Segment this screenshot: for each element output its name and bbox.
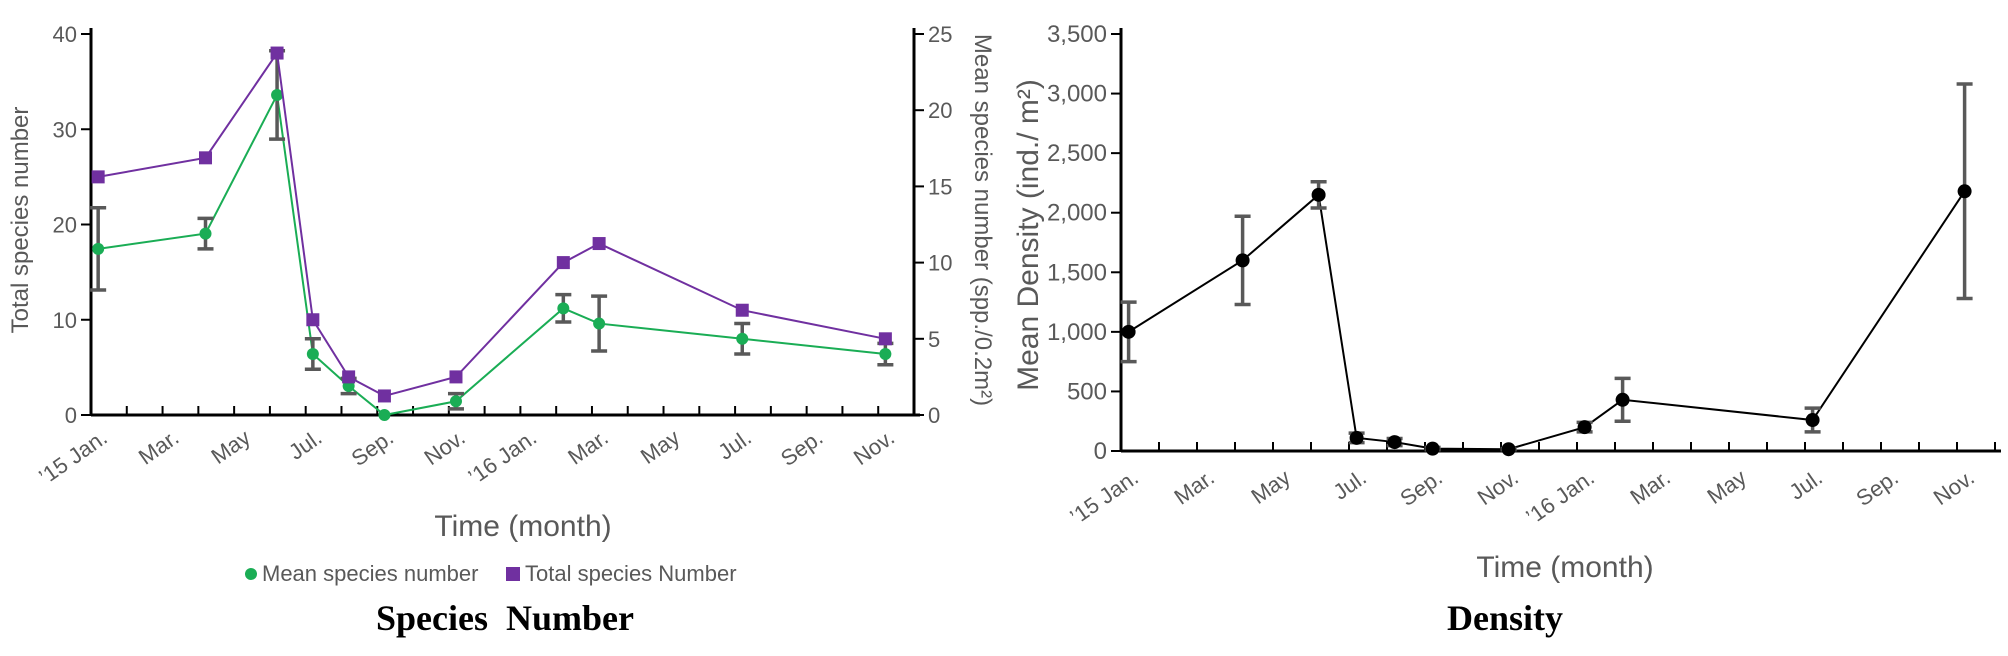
species-y2-axis-title: Mean species number (spp./0.2m²) xyxy=(969,34,996,406)
density-data-point xyxy=(1235,253,1250,268)
density-marks xyxy=(1120,82,1973,457)
density-data-point xyxy=(1425,441,1440,456)
density-y-tick-label: 2,000 xyxy=(1047,200,1107,227)
density-x-tick-label: ’16 Jan. xyxy=(1521,465,1598,530)
density-y-tick-label: 500 xyxy=(1067,378,1107,405)
density-x-tick-label: ’15 Jan. xyxy=(1065,465,1142,530)
species-series-line-1 xyxy=(97,50,886,398)
density-y-axis-title: Mean Density (ind./ m²) xyxy=(1012,79,1045,391)
species-data-point xyxy=(199,227,212,240)
legend-marker-total xyxy=(506,567,520,581)
density-data-point xyxy=(1349,430,1364,445)
density-x-tick-label: Nov. xyxy=(1473,465,1523,510)
species-y-tick-label: 10 xyxy=(53,308,77,333)
species-x-tick-label: Sep. xyxy=(347,425,398,471)
species-y2-tick-label: 5 xyxy=(928,327,940,352)
density-x-tick-label: Jul. xyxy=(1784,465,1826,505)
species-x-tick-label: Jul. xyxy=(284,425,326,465)
density-data-point xyxy=(1805,413,1820,428)
density-y-tick-label: 1,500 xyxy=(1047,259,1107,286)
species-data-point xyxy=(736,332,749,345)
species-y2-tick-label: 25 xyxy=(928,22,952,47)
density-y-tick-label: 0 xyxy=(1094,438,1107,465)
legend-label-total: Total species Number xyxy=(525,561,737,586)
species-x-tick-label: Jul. xyxy=(713,425,755,465)
species-data-point-square xyxy=(270,46,284,60)
species-number-chart: 0 10 20 30 40 0 5 10 15 20 25 ’15 Jan. Mar. May Jul. Se… xyxy=(7,22,996,638)
species-data-point-square xyxy=(592,237,606,251)
species-data-point xyxy=(378,409,391,421)
species-y-tick-label: 40 xyxy=(53,22,77,47)
density-data-point xyxy=(1615,392,1630,407)
species-data-point xyxy=(449,395,462,408)
density-data-point xyxy=(1121,324,1136,339)
species-x-tick-label: Mar. xyxy=(563,425,612,470)
species-y-tick-label: 30 xyxy=(53,117,77,142)
species-x-tick-label: ’15 Jan. xyxy=(34,425,111,490)
species-data-point-square xyxy=(199,151,213,165)
density-data-point xyxy=(1577,420,1592,435)
density-data-point xyxy=(1311,187,1326,202)
species-data-point-square xyxy=(377,389,391,403)
density-data-point xyxy=(1387,435,1402,450)
species-axes: 0 10 20 30 40 0 5 10 15 20 25 ’15 Jan. Mar. May Jul. Se… xyxy=(34,22,952,489)
species-marks xyxy=(90,46,894,421)
density-y-tick-label: 3,000 xyxy=(1047,81,1107,108)
density-chart: 0 500 1,000 1,500 2,000 2,500 3,000 3,500 ’15 Ja… xyxy=(1012,21,2001,638)
density-x-tick-label: May xyxy=(1702,465,1750,509)
species-x-tick-label: Mar. xyxy=(134,425,183,470)
species-data-point xyxy=(557,302,570,315)
density-series-line-0 xyxy=(1128,190,1966,451)
density-y-tick-label: 3,500 xyxy=(1047,21,1107,48)
species-legend: Mean species number Total species Number xyxy=(245,561,737,586)
legend-label-mean: Mean species number xyxy=(262,561,478,586)
species-data-point xyxy=(271,88,284,101)
legend-marker-mean xyxy=(245,568,257,580)
density-y-tick-label: 2,500 xyxy=(1047,140,1107,167)
species-x-tick-label: Nov. xyxy=(420,425,470,470)
species-y2-tick-label: 15 xyxy=(928,174,952,199)
density-data-point xyxy=(1957,184,1972,199)
density-x-tick-label: Nov. xyxy=(1929,465,1979,510)
species-data-point-square xyxy=(735,303,749,317)
species-y-tick-label: 0 xyxy=(65,403,77,428)
species-data-point xyxy=(306,348,319,361)
species-x-axis-title: Time (month) xyxy=(434,510,611,543)
species-y2-tick-label: 20 xyxy=(928,98,952,123)
species-data-point-square xyxy=(91,170,105,184)
species-data-point xyxy=(879,348,892,361)
density-x-tick-label: May xyxy=(1246,465,1294,509)
species-data-point xyxy=(593,317,606,330)
species-y-axis-title: Total species number xyxy=(7,107,34,334)
species-data-point-square xyxy=(342,370,356,384)
density-x-tick-label: Jul. xyxy=(1328,465,1370,505)
density-x-tick-label: Sep. xyxy=(1395,465,1446,511)
density-x-axis-title: Time (month) xyxy=(1476,551,1653,584)
species-data-point-square xyxy=(449,370,463,384)
density-x-tick-label: Sep. xyxy=(1851,465,1902,511)
species-x-tick-label: May xyxy=(636,425,684,469)
species-x-tick-label: ’16 Jan. xyxy=(464,425,541,490)
density-data-point xyxy=(1501,442,1516,457)
density-y-tick-label: 1,000 xyxy=(1047,319,1107,346)
species-x-tick-label: Sep. xyxy=(776,425,827,471)
species-y2-tick-label: 10 xyxy=(928,251,952,276)
species-x-tick-label: May xyxy=(207,425,255,469)
species-data-point-square xyxy=(306,313,320,327)
species-x-tick-label: Nov. xyxy=(849,425,899,470)
density-caption: Density xyxy=(1447,598,1563,638)
density-axes: 0 500 1,000 1,500 2,000 2,500 3,000 3,500 ’15 Ja… xyxy=(1047,21,2001,529)
species-y-tick-label: 20 xyxy=(53,213,77,238)
species-caption: Species Number xyxy=(376,598,634,638)
species-y2-tick-label: 0 xyxy=(928,403,940,428)
species-data-point-square xyxy=(556,256,570,270)
density-x-tick-label: Mar. xyxy=(1625,465,1674,510)
density-x-tick-label: Mar. xyxy=(1169,465,1218,510)
species-data-point xyxy=(92,242,105,255)
species-data-point-square xyxy=(878,332,892,346)
